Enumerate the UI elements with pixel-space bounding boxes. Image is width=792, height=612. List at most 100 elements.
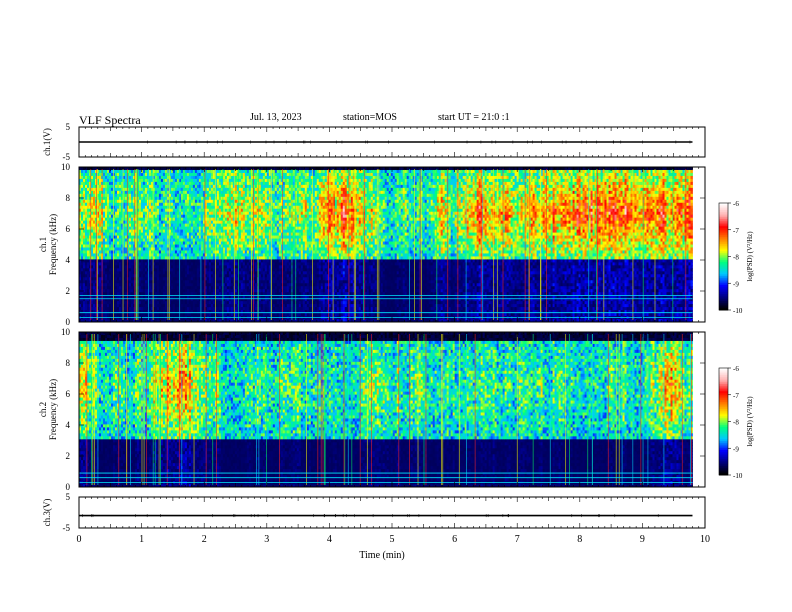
spectrogram-cell xyxy=(138,223,142,228)
spectrogram-cell xyxy=(110,244,114,248)
spectrogram-cell xyxy=(86,256,90,260)
spectrogram-cell xyxy=(81,232,84,236)
spectrogram-cell xyxy=(174,298,178,302)
spectrogram-cell xyxy=(112,274,116,278)
spectrogram-cell xyxy=(148,187,152,192)
spectrogram-cell xyxy=(170,205,174,210)
spectrogram-cell xyxy=(98,226,102,230)
spectrogram-cell xyxy=(164,241,168,245)
spectrogram-cell xyxy=(154,184,158,189)
spectrogram-cell xyxy=(112,253,116,257)
spectrogram-cell xyxy=(83,271,86,275)
spectrogram-cell xyxy=(188,298,192,302)
spectrogram-cell xyxy=(92,241,96,245)
spectrogram-cell xyxy=(144,259,148,263)
spectrogram-cell xyxy=(90,232,94,236)
spectrogram-cell xyxy=(182,295,186,299)
spectrogram-cell xyxy=(188,310,192,314)
spectrogram-cell xyxy=(162,196,166,201)
spectrogram-cell xyxy=(180,280,184,284)
spectrogram-cell xyxy=(104,289,108,293)
spectrogram-cell xyxy=(124,199,128,204)
spectrogram-cell xyxy=(83,235,86,239)
spectrogram-cell xyxy=(112,271,116,275)
spectrogram-cell xyxy=(114,205,118,210)
spectrogram-cell xyxy=(130,235,134,239)
spectrogram-cell xyxy=(174,295,178,299)
spectrogram-cell xyxy=(112,175,116,180)
spectrogram-cell xyxy=(108,265,112,269)
spectrogram-cell xyxy=(164,232,168,236)
spectrogram-cell xyxy=(182,250,186,254)
spectrogram-cell xyxy=(110,187,114,192)
spectrogram-cell xyxy=(142,310,146,314)
spectrogram-cell xyxy=(172,301,176,305)
spectrogram-cell xyxy=(138,292,142,296)
spectrogram-cell xyxy=(120,232,124,236)
spectrogram-cell xyxy=(88,178,92,183)
spectrogram-cell xyxy=(110,307,114,311)
spectrogram-cell xyxy=(142,253,146,257)
spectrogram-cell xyxy=(154,304,158,308)
spectrogram-cell xyxy=(128,265,132,269)
spectrogram-cell xyxy=(130,241,134,245)
spectrogram-cell xyxy=(114,298,118,302)
spectrogram-cell xyxy=(168,184,172,189)
spectrogram-cell xyxy=(90,190,94,195)
spectrogram-cell xyxy=(138,202,142,207)
spectrogram-cell xyxy=(81,202,84,207)
spectrogram-cell xyxy=(110,202,114,207)
spectrogram-cell xyxy=(81,167,84,171)
spectrogram-cell xyxy=(168,238,172,242)
spectrogram-cell xyxy=(140,175,144,180)
spectrogram-cell xyxy=(124,184,128,189)
spectrogram-cell xyxy=(164,193,168,198)
spectrogram-cell xyxy=(182,232,186,236)
spectrogram-cell xyxy=(158,217,162,222)
spectrogram-cell xyxy=(81,229,84,233)
spectrogram-cell xyxy=(128,172,132,177)
spectrogram-cell xyxy=(166,319,170,323)
spectrogram-cell xyxy=(124,283,128,287)
spectrogram-cell xyxy=(174,226,178,230)
spectrogram-cell xyxy=(144,229,148,233)
spectrogram-cell xyxy=(172,169,176,174)
spectrogram-cell xyxy=(142,211,146,216)
spectrogram-cell xyxy=(110,211,114,216)
spectrogram-cell xyxy=(81,184,84,189)
spectrogram-cell xyxy=(132,241,136,245)
spectrogram-cell xyxy=(96,169,100,174)
spectrogram-cell xyxy=(84,202,88,207)
spectrogram-cell xyxy=(138,193,142,198)
spectrogram-cell xyxy=(144,199,148,204)
spectrogram-cell xyxy=(118,229,122,233)
spectrogram-cell xyxy=(154,208,158,213)
spectrogram-cell xyxy=(148,301,152,305)
spectrogram-cell xyxy=(110,301,114,305)
spectrogram-cell xyxy=(130,167,134,171)
spectrogram-cell xyxy=(86,226,90,230)
spectrogram-cell xyxy=(92,268,96,272)
spectrogram-cell xyxy=(114,280,118,284)
spectrogram-cell xyxy=(178,262,182,266)
spectrogram-cell xyxy=(116,193,120,198)
spectrogram-cell xyxy=(164,271,168,275)
spectrogram-cell xyxy=(96,298,100,302)
spectrogram-cell xyxy=(184,292,188,296)
spectrogram-cell xyxy=(170,301,174,305)
spectrogram-cell xyxy=(120,241,124,245)
spectrogram-cell xyxy=(164,277,168,281)
spectrogram-cell xyxy=(158,226,162,230)
spectrogram-cell xyxy=(128,289,132,293)
spectrogram-cell xyxy=(116,301,120,305)
spectrogram-cell xyxy=(168,241,172,245)
spectrogram-cell xyxy=(140,202,144,207)
spectrogram-cell xyxy=(156,292,160,296)
spectrogram-cell xyxy=(160,295,164,299)
spectrogram-cell xyxy=(110,286,114,290)
spectrogram-cell xyxy=(162,283,166,287)
spectrogram-cell xyxy=(83,190,86,195)
spectrogram-cell xyxy=(174,247,178,251)
spectrogram-cell xyxy=(182,178,186,183)
